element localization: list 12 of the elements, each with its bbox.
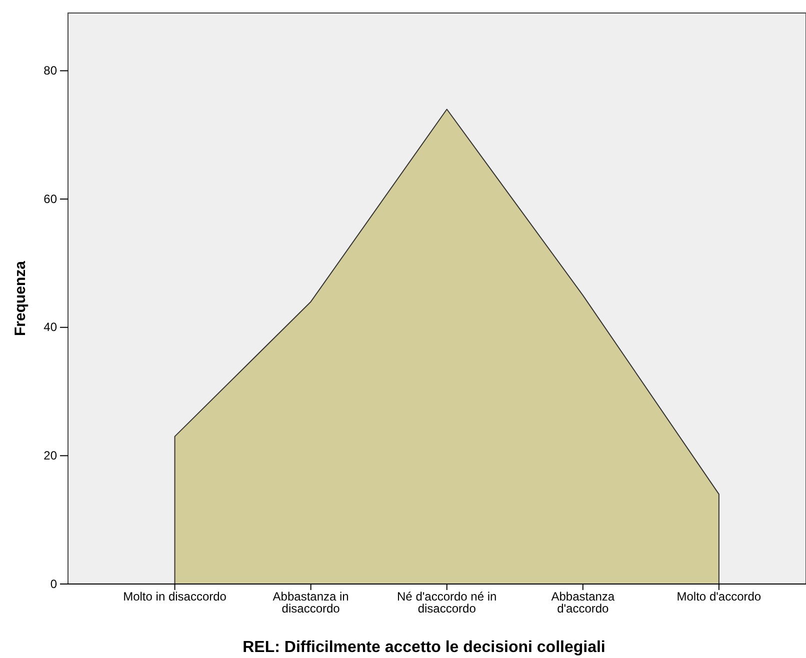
y-tick-label: 0 [50, 576, 58, 591]
y-axis-title: Frequenza [12, 260, 29, 336]
y-tick-label: 80 [44, 64, 58, 78]
x-tick-label: Né d'accordo né in disaccordo [397, 590, 497, 616]
y-tick-label: 40 [44, 320, 58, 334]
x-tick-label: Molto in disaccordo [123, 590, 227, 604]
y-tick-label: 20 [44, 448, 58, 463]
x-tick-label: Molto d'accordo [676, 590, 762, 604]
x-tick-label: Abbastanza d'accordo [551, 590, 615, 616]
x-tick-label: Abbastanza in disaccordo [272, 590, 349, 616]
x-axis-title: REL: Difficilmente accetto le decisioni collegiali [242, 639, 606, 656]
y-tick-label: 60 [44, 192, 58, 206]
